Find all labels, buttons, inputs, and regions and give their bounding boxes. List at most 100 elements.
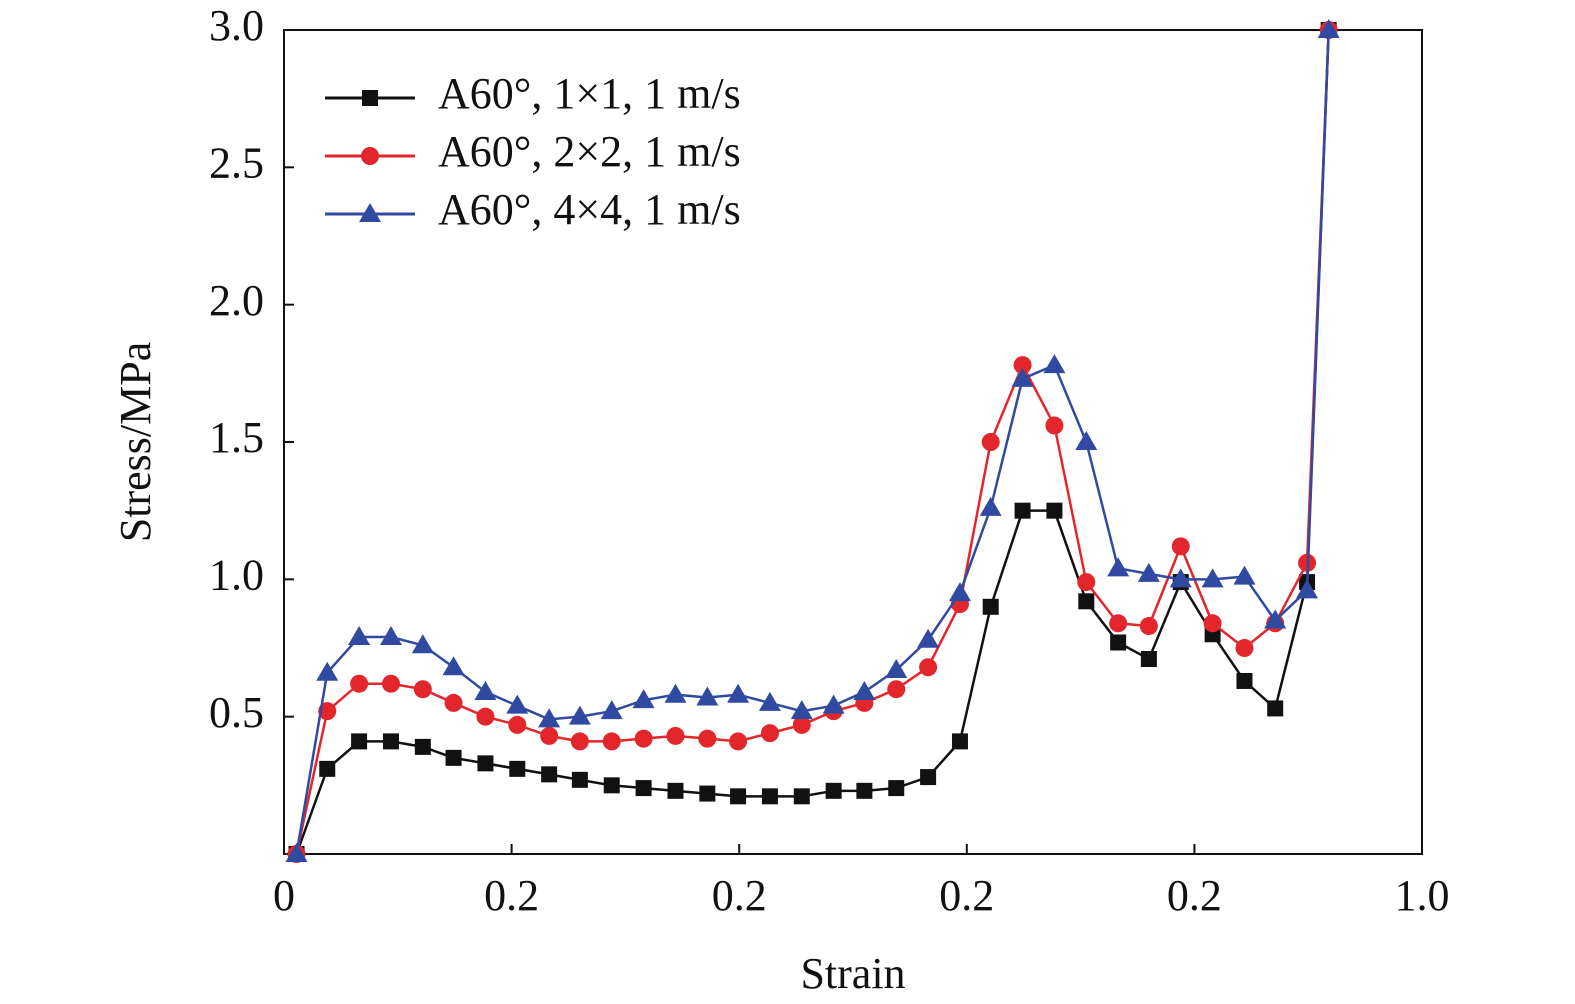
marker (1075, 431, 1098, 450)
marker (509, 760, 526, 777)
x-tick-label: 0.2 (484, 871, 539, 920)
x-tick-label: 0 (273, 871, 295, 920)
marker (382, 733, 399, 750)
marker (885, 658, 908, 678)
marker (1137, 562, 1160, 582)
legend-label: A60°, 1×1, 1 m/s (438, 69, 741, 118)
marker (920, 769, 937, 786)
y-tick-label: 3.0 (209, 1, 264, 50)
marker (1107, 557, 1130, 577)
marker (635, 780, 652, 797)
marker (570, 732, 589, 751)
marker (981, 433, 1000, 451)
legend-marker (361, 147, 379, 165)
marker (982, 598, 999, 615)
marker (444, 693, 463, 712)
x-tick-label: 1.0 (1395, 871, 1450, 920)
marker (698, 729, 717, 748)
y-tick-label: 0.5 (209, 688, 264, 737)
marker (664, 683, 687, 703)
marker (853, 680, 876, 700)
marker (506, 694, 529, 714)
marker (603, 777, 620, 794)
x-axis-title: Strain (800, 949, 905, 998)
marker (793, 788, 810, 805)
marker (730, 788, 747, 805)
marker (379, 626, 402, 646)
marker (1139, 617, 1158, 636)
marker (316, 661, 339, 681)
marker (1201, 568, 1224, 588)
marker (699, 785, 716, 802)
marker (1264, 609, 1287, 629)
marker (571, 771, 588, 788)
marker (667, 782, 684, 799)
marker (1267, 700, 1284, 717)
marker (414, 738, 431, 755)
x-tick-label: 0.2 (939, 871, 994, 920)
y-tick-label: 2.5 (209, 138, 264, 187)
marker (919, 658, 938, 677)
marker (411, 634, 434, 654)
marker (632, 689, 655, 709)
marker (1011, 367, 1034, 387)
marker (1235, 639, 1254, 657)
marker (600, 700, 623, 720)
marker (760, 724, 779, 743)
legend-label: A60°, 2×2, 1 m/s (438, 127, 741, 176)
marker (508, 715, 527, 734)
marker (1317, 19, 1340, 38)
marker (541, 766, 558, 783)
marker (727, 683, 750, 703)
y-tick-label: 1.0 (209, 550, 264, 599)
marker (888, 780, 905, 797)
y-tick-label: 1.5 (209, 413, 264, 462)
series-line (295, 29, 1330, 855)
marker (822, 694, 845, 714)
marker (1078, 593, 1095, 610)
marker (948, 582, 971, 602)
marker (538, 708, 561, 728)
marker (1203, 614, 1222, 633)
marker (1296, 579, 1319, 599)
marker (474, 680, 497, 700)
marker (1236, 672, 1253, 689)
marker (476, 707, 495, 726)
marker (790, 700, 813, 720)
marker (825, 782, 842, 799)
marker (445, 749, 462, 766)
marker (1233, 565, 1256, 585)
marker (761, 788, 778, 805)
marker (540, 726, 559, 745)
marker (348, 626, 371, 646)
marker (1109, 614, 1128, 633)
marker (1110, 634, 1127, 651)
y-axis-title: Stress/MPa (111, 342, 160, 542)
marker (351, 733, 368, 750)
marker (634, 729, 653, 748)
marker (1045, 416, 1064, 435)
marker (442, 656, 465, 676)
marker (696, 686, 719, 706)
marker (758, 691, 781, 711)
marker (917, 628, 940, 648)
legend-marker (362, 90, 378, 106)
marker (568, 705, 591, 725)
marker (856, 782, 873, 799)
legend-marker (359, 203, 381, 222)
marker (1043, 354, 1066, 374)
series-line (295, 29, 1330, 855)
marker (1077, 573, 1096, 592)
legend-label: A60°, 4×4, 1 m/s (438, 185, 741, 234)
marker (1014, 502, 1031, 519)
marker (477, 755, 494, 772)
marker (666, 726, 685, 745)
x-tick-label: 0.2 (712, 871, 767, 920)
marker (951, 733, 968, 750)
marker (792, 715, 811, 734)
marker (1171, 537, 1190, 556)
marker (319, 760, 336, 777)
marker (1169, 568, 1192, 588)
marker (285, 843, 308, 862)
